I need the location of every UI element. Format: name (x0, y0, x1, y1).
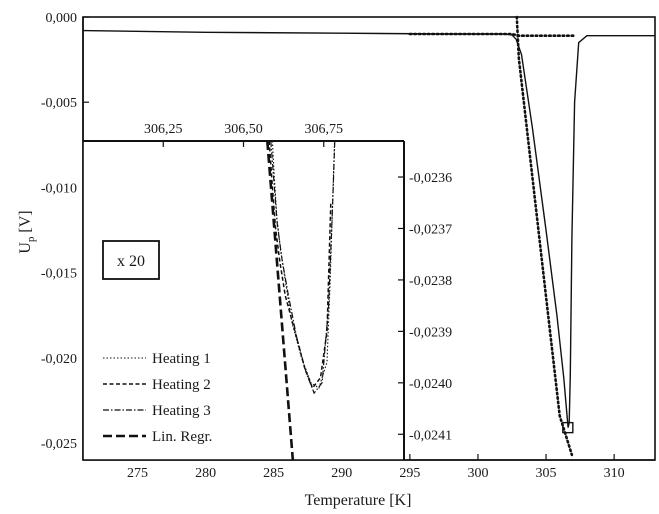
inset-x-tick-label: 306,50 (224, 122, 263, 137)
x-tick-label: 300 (467, 466, 488, 481)
inset-x-tick-label: 306,25 (144, 122, 183, 137)
minimum-marker (562, 421, 574, 434)
y-tick-label: -0,010 (41, 181, 77, 196)
y-axis-label: Up [V] (17, 210, 37, 253)
legend-label: Heating 2 (152, 377, 211, 393)
baseline-dotted-line (408, 32, 575, 37)
zoom-factor-box (102, 240, 160, 280)
y-tick-label: -0,025 (41, 437, 77, 452)
x-tick-label: 275 (127, 466, 148, 481)
inset-background (83, 141, 404, 460)
y-tick-label: 0,000 (46, 11, 78, 26)
inset-y-tick-label: -0,0239 (409, 325, 452, 340)
y-tick-label: -0,005 (41, 96, 77, 111)
inset-y-tick-label: -0,0237 (409, 222, 452, 237)
inset-heating-1-line (271, 141, 336, 389)
y-tick-label: -0,015 (41, 267, 77, 282)
inset-lin-regr-line (266, 141, 295, 460)
inset-heating-2-line (268, 141, 332, 390)
x-tick-label: 295 (399, 466, 420, 481)
x-axis-label: Temperature [K] (305, 492, 412, 509)
y-axis-label-unit: [V] (17, 210, 34, 236)
inset-y-tick-label: -0,0238 (409, 274, 452, 289)
x-tick-label: 290 (331, 466, 352, 481)
inset-y-tick-label: -0,0240 (409, 377, 452, 392)
y-tick-label: -0,020 (41, 352, 77, 367)
x-tick-label: 310 (604, 466, 625, 481)
x-tick-label: 285 (263, 466, 284, 481)
x-tick-label: 305 (536, 466, 557, 481)
y-axis-label-main: U (17, 242, 34, 254)
y-axis-label-subscript: p (25, 236, 37, 242)
regression-dotted-line (515, 15, 574, 457)
inset-chart: 306,25 306,50 306,75 -0,0236 -0,0237 -0,0238 -… (83, 122, 452, 460)
zoom-factor-label: x 20 (117, 253, 145, 270)
inset-heating-3-line (270, 141, 336, 395)
legend-label: Heating 1 (152, 351, 211, 367)
inset-y-tick-label: -0,0236 (409, 171, 452, 186)
x-tick-label: 280 (195, 466, 216, 481)
legend-label: Heating 3 (152, 403, 211, 419)
inset-y-tick-label: -0,0241 (409, 428, 452, 443)
legend-label: Lin. Regr. (152, 429, 212, 445)
inset-curves (266, 141, 336, 460)
inset-x-tick-label: 306,75 (305, 122, 344, 137)
